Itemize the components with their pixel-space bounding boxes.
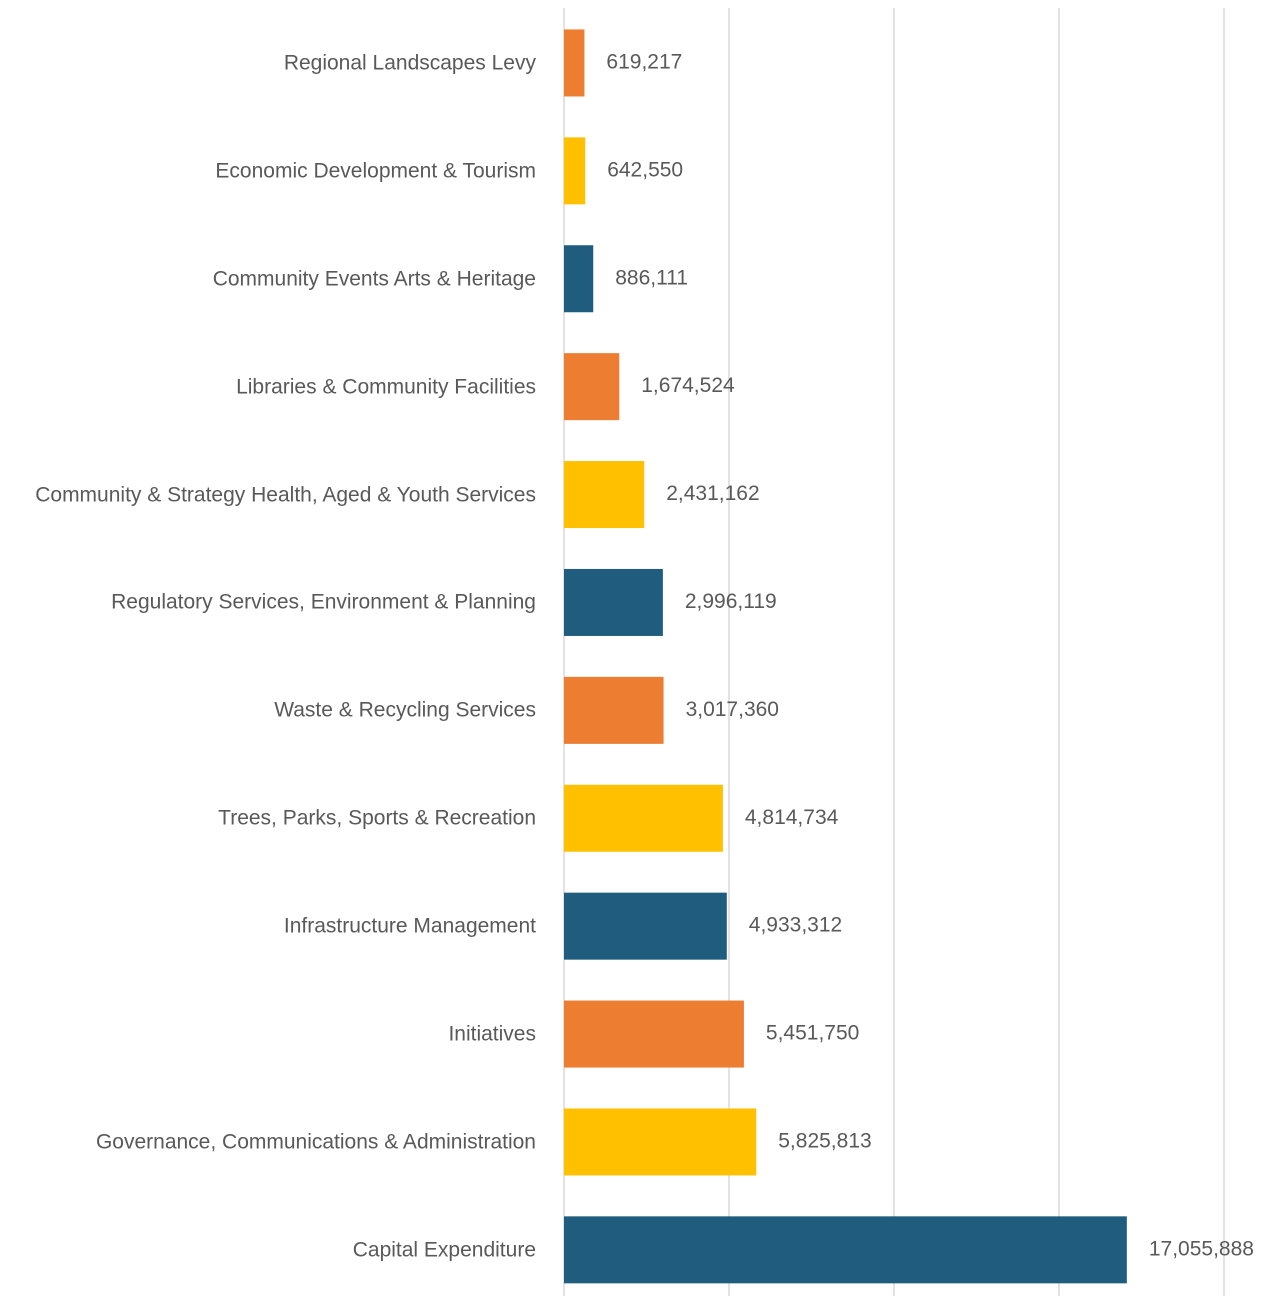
category-text: Community & Strategy Health, Aged & Yout… [35, 483, 536, 507]
bar [564, 353, 620, 421]
bar [564, 29, 585, 97]
bar [564, 1216, 1127, 1284]
y-tick-label: Community & Strategy Health, Aged & Yout… [4, 480, 536, 509]
bar [564, 1000, 744, 1068]
data-label: 642,550 [607, 158, 683, 181]
y-tick-label: Regulatory Services, Environment & Plann… [4, 588, 536, 617]
y-tick-label: Governance, Communications & Administrat… [4, 1127, 536, 1156]
y-tick-label: Capital Expenditure [4, 1235, 536, 1264]
data-label: 5,451,750 [766, 1022, 859, 1045]
y-tick-label: Initiatives [4, 1020, 536, 1049]
bar [564, 245, 594, 313]
category-text: Economic Development & Tourism [215, 159, 536, 183]
category-text: Trees, Parks, Sports & Recreation [218, 806, 536, 830]
category-text: Libraries & Community Facilities [236, 375, 536, 399]
data-label: 1,674,524 [641, 374, 735, 397]
bar [564, 784, 723, 852]
category-text: Regulatory Services, Environment & Plann… [111, 590, 536, 614]
data-label: 2,431,162 [666, 482, 759, 505]
data-label: 4,933,312 [749, 914, 842, 937]
data-label: 619,217 [606, 50, 682, 73]
category-text: Infrastructure Management [283, 914, 536, 938]
bar [564, 1108, 757, 1176]
y-tick-label: Regional Landscapes Levy [4, 48, 536, 77]
y-tick-label: Economic Development & Tourism [4, 156, 536, 185]
data-label: 17,055,888 [1149, 1237, 1254, 1260]
y-tick-label: Trees, Parks, Sports & Recreation [4, 804, 536, 833]
y-tick-label: Infrastructure Management [4, 912, 536, 941]
y-tick-label: Waste & Recycling Services [4, 696, 536, 725]
data-label: 886,111 [615, 266, 688, 289]
category-text: Initiatives [448, 1022, 536, 1046]
bar [564, 892, 727, 960]
y-tick-label: Community Events Arts & Heritage [4, 264, 536, 293]
bar [564, 568, 663, 636]
bar [564, 137, 586, 205]
data-label: 4,814,734 [745, 806, 839, 829]
category-text: Waste & Recycling Services [274, 698, 536, 722]
category-text: Governance, Communications & Administrat… [95, 1130, 536, 1154]
category-text: Community Events Arts & Heritage [212, 267, 536, 291]
data-label: 3,017,360 [686, 698, 779, 721]
bar [564, 676, 664, 744]
category-text: Regional Landscapes Levy [283, 51, 536, 75]
category-text: Capital Expenditure [352, 1238, 536, 1262]
bar [564, 461, 645, 529]
y-tick-label: Libraries & Community Facilities [4, 372, 536, 401]
data-label: 5,825,813 [778, 1129, 871, 1152]
data-label: 2,996,119 [685, 590, 777, 613]
